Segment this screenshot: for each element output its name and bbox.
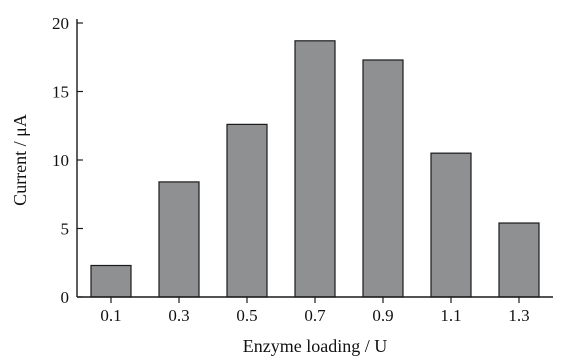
bar-1.3: [498, 222, 540, 298]
x-tick-label: 1.1: [440, 306, 461, 325]
y-axis: 0 5 10 15 20: [52, 14, 83, 307]
y-tick-label: 10: [52, 151, 69, 170]
x-axis-label: Enzyme loading / U: [243, 336, 387, 356]
x-tick-label: 0.9: [372, 306, 393, 325]
y-axis-label: Current / μA: [10, 114, 30, 206]
bar-0.7: [294, 40, 336, 298]
bar-1.1: [430, 152, 472, 298]
bar-0.5: [226, 123, 268, 298]
y-tick-label: 20: [52, 14, 69, 33]
y-tick-label: 0: [61, 288, 70, 307]
y-tick-label: 15: [52, 83, 69, 102]
x-tick-label: 0.7: [304, 306, 326, 325]
bars-group: [90, 40, 540, 298]
bar-0.1: [90, 264, 132, 298]
y-tick-label: 5: [61, 220, 70, 239]
x-tick-label: 1.3: [508, 306, 529, 325]
x-tick-label: 0.3: [168, 306, 189, 325]
bar-0.9: [362, 59, 404, 298]
x-tick-label: 0.1: [100, 306, 121, 325]
bar-0.3: [158, 181, 200, 298]
x-tick-label: 0.5: [236, 306, 257, 325]
x-axis: 0.1 0.3 0.5 0.7 0.9 1.1 1.3: [77, 296, 553, 325]
